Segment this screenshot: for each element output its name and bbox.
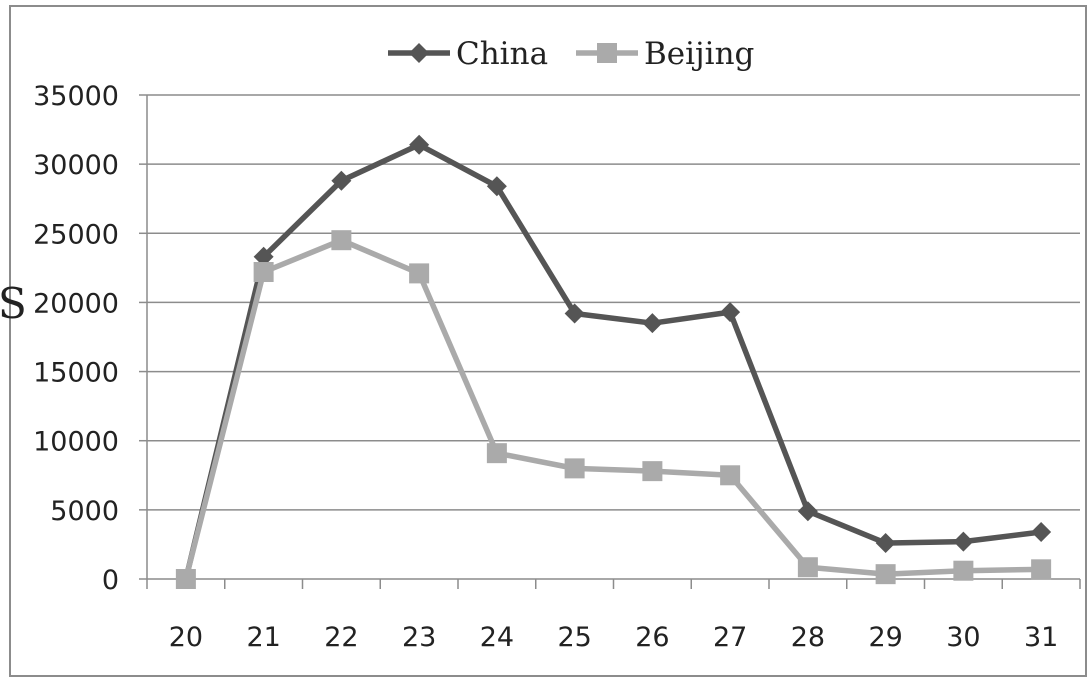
marker-beijing-28: [797, 557, 818, 578]
axes: [139, 94, 1081, 589]
grid-lines: [147, 94, 1080, 511]
series-lines: [183, 142, 1044, 582]
marker-china-24: [486, 176, 507, 197]
y-tick-label-15000: 15000: [33, 358, 119, 389]
marker-china-28: [797, 501, 818, 522]
marker-china-29: [875, 533, 896, 554]
x-tick-label-30: 30: [946, 622, 980, 653]
marker-beijing-21: [253, 262, 274, 283]
marker-china-25: [564, 303, 585, 324]
x-tick-label-21: 21: [246, 622, 280, 653]
series-markers: [175, 134, 1052, 589]
series-line-china: [183, 142, 1044, 582]
series-line-beijing: [183, 237, 1044, 582]
x-tick-label-24: 24: [480, 622, 514, 653]
legend-marker-beijing: [597, 43, 617, 63]
marker-china-26: [642, 313, 663, 334]
x-tick-label-23: 23: [402, 622, 436, 653]
marker-china-21: [253, 246, 274, 267]
x-tick-label-29: 29: [868, 622, 902, 653]
marker-beijing-22: [331, 230, 352, 251]
x-tick-label-31: 31: [1024, 622, 1058, 653]
legend-label-china: China: [456, 36, 548, 72]
marker-beijing-24: [486, 443, 507, 464]
legend-label-beijing: Beijing: [644, 36, 754, 72]
marker-china-23: [409, 134, 430, 155]
y-tick-label-10000: 10000: [33, 427, 119, 458]
y-tick-label-20000: 20000: [33, 288, 119, 319]
marker-china-31: [1031, 521, 1052, 542]
marker-beijing-25: [564, 458, 585, 479]
marker-china-22: [331, 170, 352, 191]
marker-china-27: [720, 302, 741, 323]
y-tick-label-35000: 35000: [33, 81, 119, 112]
marker-beijing-30: [953, 560, 974, 581]
y-tick-label-25000: 25000: [33, 219, 119, 250]
x-tick-label-26: 26: [635, 622, 669, 653]
x-tick-label-28: 28: [791, 622, 825, 653]
y-tick-label-0: 0: [102, 565, 119, 596]
y-axis-tick-labels: 35000 30000 25000 20000 15000 10000 5000 0: [33, 81, 119, 596]
x-tick-label-22: 22: [324, 622, 358, 653]
marker-china-30: [953, 531, 974, 552]
marker-beijing-29: [875, 564, 896, 585]
y-tick-label-30000: 30000: [33, 150, 119, 181]
legend: China Beijing: [388, 36, 754, 72]
y-tick-label-5000: 5000: [50, 496, 119, 527]
marker-beijing-27: [720, 465, 741, 486]
marker-beijing-20: [175, 569, 196, 589]
marker-beijing-23: [409, 263, 430, 284]
x-tick-label-25: 25: [557, 622, 591, 653]
x-tick-label-20: 20: [169, 622, 203, 653]
x-tick-label-27: 27: [713, 622, 747, 653]
marker-beijing-26: [642, 461, 663, 482]
x-axis-tick-labels: 20 21 22 23 24 25 26 27 28 29 30 31: [169, 622, 1059, 653]
marker-beijing-31: [1031, 559, 1052, 580]
legend-marker-china: [409, 43, 429, 63]
left-cut-text: S: [0, 279, 27, 328]
chart-border: [9, 5, 1087, 677]
